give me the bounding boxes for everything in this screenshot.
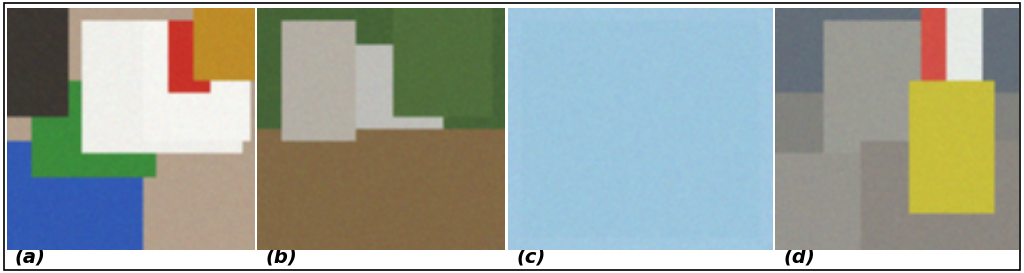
Text: (b): (b) bbox=[265, 247, 297, 266]
Text: (a): (a) bbox=[14, 247, 46, 266]
Text: (d): (d) bbox=[783, 247, 815, 266]
Text: (c): (c) bbox=[516, 247, 546, 266]
